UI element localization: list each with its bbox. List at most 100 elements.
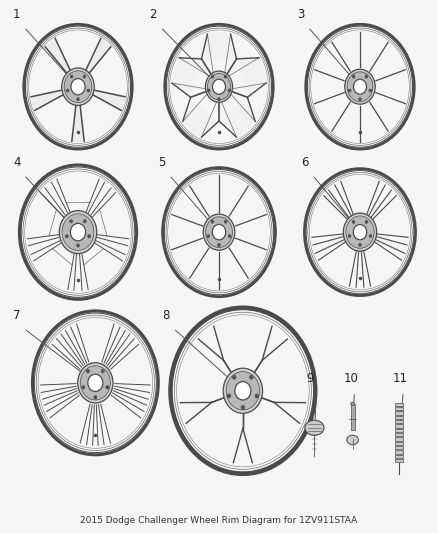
- Text: 5: 5: [158, 156, 166, 168]
- Ellipse shape: [71, 78, 85, 95]
- Polygon shape: [45, 38, 70, 73]
- Ellipse shape: [86, 369, 89, 373]
- Ellipse shape: [233, 376, 235, 378]
- Ellipse shape: [349, 90, 350, 92]
- Ellipse shape: [353, 221, 354, 223]
- Ellipse shape: [87, 370, 89, 372]
- Ellipse shape: [228, 235, 231, 238]
- Ellipse shape: [84, 220, 86, 222]
- Ellipse shape: [225, 221, 226, 223]
- Ellipse shape: [366, 221, 367, 223]
- Ellipse shape: [218, 244, 220, 247]
- Ellipse shape: [347, 435, 358, 445]
- Ellipse shape: [88, 90, 89, 92]
- Ellipse shape: [208, 90, 209, 92]
- Ellipse shape: [352, 75, 355, 78]
- Ellipse shape: [343, 213, 377, 251]
- Ellipse shape: [88, 374, 103, 391]
- Ellipse shape: [94, 395, 97, 399]
- Ellipse shape: [370, 235, 371, 237]
- Polygon shape: [31, 90, 64, 110]
- Polygon shape: [86, 38, 111, 73]
- Polygon shape: [219, 98, 255, 137]
- Text: 4: 4: [13, 156, 21, 168]
- FancyBboxPatch shape: [395, 424, 403, 427]
- Ellipse shape: [351, 402, 355, 406]
- Ellipse shape: [95, 396, 96, 398]
- Text: 2: 2: [150, 7, 157, 21]
- Ellipse shape: [305, 420, 324, 435]
- Ellipse shape: [203, 214, 235, 250]
- Ellipse shape: [225, 76, 226, 77]
- Ellipse shape: [212, 79, 226, 94]
- Ellipse shape: [82, 385, 85, 389]
- Ellipse shape: [64, 71, 92, 103]
- Ellipse shape: [77, 244, 79, 247]
- FancyBboxPatch shape: [395, 411, 403, 415]
- Ellipse shape: [71, 75, 73, 78]
- Ellipse shape: [348, 235, 351, 238]
- Ellipse shape: [359, 243, 361, 246]
- Ellipse shape: [359, 98, 361, 100]
- Ellipse shape: [228, 89, 231, 92]
- Ellipse shape: [88, 235, 91, 238]
- Ellipse shape: [70, 220, 73, 223]
- Ellipse shape: [241, 406, 244, 409]
- Ellipse shape: [229, 90, 230, 92]
- Text: 1: 1: [13, 7, 21, 21]
- Ellipse shape: [106, 385, 109, 389]
- Text: 7: 7: [13, 309, 21, 322]
- Ellipse shape: [370, 90, 371, 92]
- Ellipse shape: [226, 372, 260, 410]
- Ellipse shape: [366, 76, 367, 77]
- Ellipse shape: [81, 366, 110, 400]
- Polygon shape: [93, 90, 125, 110]
- Ellipse shape: [353, 79, 367, 94]
- Ellipse shape: [233, 375, 236, 379]
- Ellipse shape: [346, 216, 374, 248]
- Ellipse shape: [353, 224, 367, 240]
- Ellipse shape: [359, 244, 361, 246]
- Ellipse shape: [369, 89, 371, 92]
- Ellipse shape: [365, 220, 368, 223]
- FancyBboxPatch shape: [395, 433, 403, 437]
- FancyBboxPatch shape: [395, 429, 403, 432]
- Ellipse shape: [102, 370, 104, 372]
- Ellipse shape: [211, 220, 214, 223]
- Text: 9: 9: [306, 373, 313, 385]
- Ellipse shape: [256, 395, 258, 397]
- Ellipse shape: [250, 375, 253, 379]
- Ellipse shape: [67, 89, 69, 92]
- FancyBboxPatch shape: [395, 438, 403, 441]
- Polygon shape: [172, 58, 201, 98]
- Ellipse shape: [77, 245, 79, 246]
- Ellipse shape: [101, 369, 104, 373]
- Ellipse shape: [224, 75, 227, 78]
- Ellipse shape: [67, 90, 68, 92]
- FancyBboxPatch shape: [395, 455, 403, 458]
- FancyBboxPatch shape: [395, 459, 403, 463]
- Ellipse shape: [65, 235, 68, 238]
- Ellipse shape: [349, 235, 350, 237]
- Ellipse shape: [207, 235, 210, 238]
- FancyBboxPatch shape: [395, 442, 403, 445]
- FancyBboxPatch shape: [395, 407, 403, 410]
- Ellipse shape: [71, 223, 85, 241]
- Ellipse shape: [71, 76, 72, 77]
- Ellipse shape: [212, 224, 226, 240]
- Ellipse shape: [365, 75, 367, 78]
- Text: 2015 Dodge Challenger Wheel Rim Diagram for 1ZV911STAA: 2015 Dodge Challenger Wheel Rim Diagram …: [81, 515, 357, 524]
- Ellipse shape: [66, 236, 68, 237]
- Polygon shape: [183, 98, 219, 137]
- Ellipse shape: [205, 71, 233, 102]
- Ellipse shape: [84, 76, 85, 77]
- Ellipse shape: [227, 394, 231, 398]
- Polygon shape: [237, 58, 266, 98]
- Ellipse shape: [106, 386, 108, 389]
- Polygon shape: [201, 33, 237, 59]
- Ellipse shape: [82, 386, 84, 389]
- Ellipse shape: [235, 382, 251, 400]
- Ellipse shape: [347, 72, 373, 102]
- Ellipse shape: [218, 244, 220, 246]
- Ellipse shape: [208, 74, 230, 100]
